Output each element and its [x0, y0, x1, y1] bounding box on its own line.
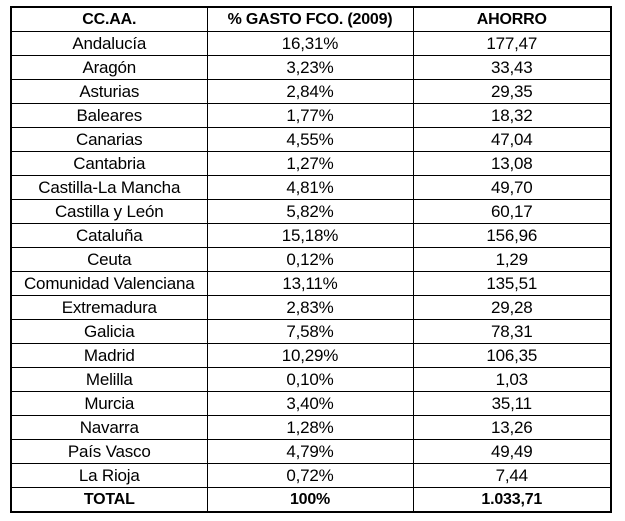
cell-savings: 177,47 [412, 31, 612, 56]
cell-savings: 135,51 [412, 271, 612, 296]
cell-region: Murcia [10, 391, 208, 416]
table-row: Extremadura 2,83% 29,28 [10, 295, 612, 320]
cell-savings: 18,32 [412, 103, 612, 128]
cell-savings: 60,17 [412, 199, 612, 224]
cell-savings: 49,70 [412, 175, 612, 200]
cell-region: Galicia [10, 319, 208, 344]
spending-table-container: CC.AA. % GASTO FCO. (2009) AHORRO Andalu… [10, 6, 612, 513]
total-spending-percent: 100% [206, 487, 414, 513]
table-row: Baleares 1,77% 18,32 [10, 103, 612, 128]
cell-savings: 156,96 [412, 223, 612, 248]
cell-spending-percent: 0,72% [206, 463, 414, 488]
table-row: País Vasco 4,79% 49,49 [10, 439, 612, 464]
cell-spending-percent: 2,84% [206, 79, 414, 104]
cell-savings: 29,35 [412, 79, 612, 104]
cell-savings: 47,04 [412, 127, 612, 152]
total-savings: 1.033,71 [412, 487, 612, 513]
cell-region: Melilla [10, 367, 208, 392]
table-row: Castilla-La Mancha 4,81% 49,70 [10, 175, 612, 200]
cell-region: Cataluña [10, 223, 208, 248]
cell-region: Navarra [10, 415, 208, 440]
cell-spending-percent: 1,77% [206, 103, 414, 128]
cell-spending-percent: 16,31% [206, 31, 414, 56]
cell-spending-percent: 15,18% [206, 223, 414, 248]
cell-region: Madrid [10, 343, 208, 368]
cell-region: Ceuta [10, 247, 208, 272]
header-savings: AHORRO [412, 6, 612, 32]
cell-spending-percent: 1,28% [206, 415, 414, 440]
table-row: Ceuta 0,12% 1,29 [10, 247, 612, 272]
cell-savings: 1,03 [412, 367, 612, 392]
cell-spending-percent: 3,40% [206, 391, 414, 416]
cell-spending-percent: 10,29% [206, 343, 414, 368]
cell-region: Canarias [10, 127, 208, 152]
table-row: Madrid 10,29% 106,35 [10, 343, 612, 368]
total-label: TOTAL [10, 487, 208, 513]
cell-savings: 1,29 [412, 247, 612, 272]
cell-region: Extremadura [10, 295, 208, 320]
cell-savings: 29,28 [412, 295, 612, 320]
table-row: Galicia 7,58% 78,31 [10, 319, 612, 344]
cell-spending-percent: 4,55% [206, 127, 414, 152]
cell-savings: 33,43 [412, 55, 612, 80]
cell-savings: 78,31 [412, 319, 612, 344]
table-row: Murcia 3,40% 35,11 [10, 391, 612, 416]
cell-region: Aragón [10, 55, 208, 80]
table-row: Castilla y León 5,82% 60,17 [10, 199, 612, 224]
cell-region: Baleares [10, 103, 208, 128]
table-row: Melilla 0,10% 1,03 [10, 367, 612, 392]
table-header: CC.AA. % GASTO FCO. (2009) AHORRO [10, 6, 612, 32]
table-row: Asturias 2,84% 29,35 [10, 79, 612, 104]
total-row: TOTAL 100% 1.033,71 [10, 487, 612, 513]
cell-spending-percent: 13,11% [206, 271, 414, 296]
cell-spending-percent: 4,79% [206, 439, 414, 464]
cell-savings: 13,08 [412, 151, 612, 176]
table-row: Cantabria 1,27% 13,08 [10, 151, 612, 176]
cell-region: Castilla-La Mancha [10, 175, 208, 200]
cell-region: País Vasco [10, 439, 208, 464]
cell-savings: 106,35 [412, 343, 612, 368]
cell-spending-percent: 5,82% [206, 199, 414, 224]
table-row: Aragón 3,23% 33,43 [10, 55, 612, 80]
cell-spending-percent: 4,81% [206, 175, 414, 200]
cell-spending-percent: 1,27% [206, 151, 414, 176]
regional-spending-table: CC.AA. % GASTO FCO. (2009) AHORRO Andalu… [10, 6, 612, 513]
table-row: Navarra 1,28% 13,26 [10, 415, 612, 440]
cell-region: Comunidad Valenciana [10, 271, 208, 296]
cell-spending-percent: 3,23% [206, 55, 414, 80]
header-spending-percent: % GASTO FCO. (2009) [206, 6, 414, 32]
cell-region: Castilla y León [10, 199, 208, 224]
cell-spending-percent: 0,10% [206, 367, 414, 392]
header-region: CC.AA. [10, 6, 208, 32]
cell-region: La Rioja [10, 463, 208, 488]
cell-spending-percent: 7,58% [206, 319, 414, 344]
table-row: La Rioja 0,72% 7,44 [10, 463, 612, 488]
cell-savings: 7,44 [412, 463, 612, 488]
cell-spending-percent: 0,12% [206, 247, 414, 272]
cell-savings: 13,26 [412, 415, 612, 440]
table-row: Cataluña 15,18% 156,96 [10, 223, 612, 248]
table-row: Comunidad Valenciana 13,11% 135,51 [10, 271, 612, 296]
table-row: Canarias 4,55% 47,04 [10, 127, 612, 152]
cell-region: Andalucía [10, 31, 208, 56]
cell-spending-percent: 2,83% [206, 295, 414, 320]
table-row: Andalucía 16,31% 177,47 [10, 31, 612, 56]
header-row: CC.AA. % GASTO FCO. (2009) AHORRO [10, 6, 612, 32]
cell-region: Cantabria [10, 151, 208, 176]
cell-savings: 49,49 [412, 439, 612, 464]
cell-region: Asturias [10, 79, 208, 104]
cell-savings: 35,11 [412, 391, 612, 416]
table-body: Andalucía 16,31% 177,47 Aragón 3,23% 33,43 Ast… [10, 31, 612, 513]
